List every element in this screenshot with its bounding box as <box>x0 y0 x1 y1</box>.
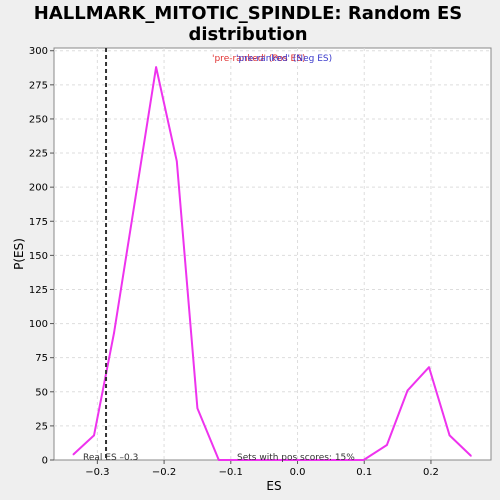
real-es-label: Real ES –0.3 <box>83 453 138 463</box>
data-point <box>218 459 220 461</box>
data-point <box>363 459 365 461</box>
x-tick-label: 0.2 <box>423 467 439 478</box>
x-axis-label: ES <box>266 479 281 493</box>
y-tick-label: 25 <box>35 421 48 432</box>
data-point <box>113 332 115 334</box>
x-tick-label: 0.0 <box>290 467 306 478</box>
y-tick-label: 100 <box>29 319 48 330</box>
chart-title: HALLMARK_MITOTIC_SPINDLE: Random ES dist… <box>34 3 462 45</box>
chart-title-line-2: distribution <box>188 24 307 45</box>
x-tick-label: −0.1 <box>219 467 243 478</box>
y-tick-label: 75 <box>35 353 48 364</box>
y-tick-label: 50 <box>35 387 48 398</box>
y-tick-label: 250 <box>29 114 48 125</box>
y-axis-label: P(ES) <box>12 238 26 270</box>
data-point <box>155 66 157 68</box>
x-tick-label: −0.3 <box>85 467 109 478</box>
plot-area <box>54 48 491 460</box>
y-tick-label: 150 <box>29 251 48 262</box>
legend-neg-es: 'pre-ranked' (Neg ES) <box>236 54 332 64</box>
data-point <box>449 435 451 437</box>
chart-title-line-1: HALLMARK_MITOTIC_SPINDLE: Random ES <box>34 3 462 24</box>
y-tick-label: 200 <box>29 183 48 194</box>
y-tick-label: 175 <box>29 217 48 228</box>
data-point <box>386 444 388 446</box>
y-tick-label: 225 <box>29 149 48 160</box>
y-tick-label: 300 <box>29 46 48 57</box>
data-point <box>93 435 95 437</box>
data-point <box>428 366 430 368</box>
data-point <box>470 455 472 457</box>
y-tick-label: 275 <box>29 80 48 91</box>
data-point <box>176 160 178 162</box>
y-tick-label: 125 <box>29 285 48 296</box>
x-tick-label: 0.1 <box>356 467 372 478</box>
y-tick-label: 0 <box>42 456 48 467</box>
data-point <box>73 454 75 456</box>
x-tick-label: −0.2 <box>152 467 176 478</box>
pos-scores-label: Sets with pos scores: 15% <box>237 453 355 463</box>
data-point <box>197 407 199 409</box>
y-axis: 0 25 50 75 100 125 150 175 200 225 250 275 300 <box>29 46 54 466</box>
data-point <box>135 197 137 199</box>
data-point <box>407 390 409 392</box>
